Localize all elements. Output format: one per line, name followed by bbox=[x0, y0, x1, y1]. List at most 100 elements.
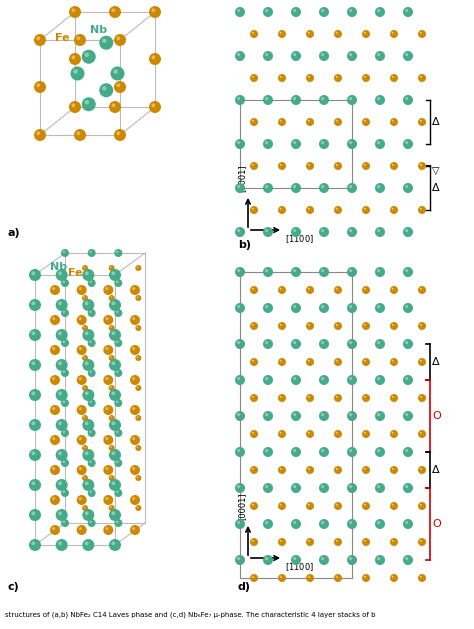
Circle shape bbox=[105, 407, 109, 410]
Circle shape bbox=[110, 506, 112, 508]
Circle shape bbox=[235, 183, 245, 193]
Circle shape bbox=[278, 286, 286, 294]
Circle shape bbox=[83, 476, 85, 478]
Circle shape bbox=[89, 401, 92, 403]
Circle shape bbox=[392, 431, 394, 434]
Circle shape bbox=[278, 358, 286, 366]
Text: Nb: Nb bbox=[90, 25, 107, 35]
Circle shape bbox=[111, 452, 115, 455]
Circle shape bbox=[306, 430, 314, 438]
Circle shape bbox=[362, 574, 370, 582]
Circle shape bbox=[111, 421, 115, 425]
Circle shape bbox=[77, 525, 87, 535]
Circle shape bbox=[102, 86, 107, 91]
Circle shape bbox=[347, 339, 357, 349]
Circle shape bbox=[362, 74, 370, 82]
Circle shape bbox=[83, 446, 85, 448]
Circle shape bbox=[50, 285, 60, 295]
Circle shape bbox=[61, 459, 69, 467]
Circle shape bbox=[347, 555, 357, 565]
Circle shape bbox=[278, 30, 286, 38]
Circle shape bbox=[82, 505, 88, 511]
Circle shape bbox=[278, 394, 286, 402]
Text: c): c) bbox=[8, 582, 20, 592]
Circle shape bbox=[403, 375, 413, 385]
Circle shape bbox=[237, 377, 240, 380]
Circle shape bbox=[82, 50, 96, 64]
Circle shape bbox=[85, 542, 89, 545]
Circle shape bbox=[334, 358, 342, 366]
Circle shape bbox=[29, 479, 41, 491]
Text: Nb: Nb bbox=[50, 262, 67, 272]
Circle shape bbox=[116, 370, 118, 373]
Circle shape bbox=[72, 8, 75, 12]
Circle shape bbox=[278, 538, 286, 546]
Circle shape bbox=[252, 208, 254, 210]
Circle shape bbox=[278, 430, 286, 438]
Circle shape bbox=[63, 370, 65, 373]
Circle shape bbox=[252, 576, 254, 578]
Circle shape bbox=[250, 430, 258, 438]
Circle shape bbox=[252, 431, 254, 434]
Circle shape bbox=[116, 250, 118, 253]
Circle shape bbox=[418, 394, 426, 402]
Circle shape bbox=[250, 30, 258, 38]
Circle shape bbox=[105, 437, 109, 440]
Circle shape bbox=[419, 75, 422, 78]
Circle shape bbox=[83, 296, 85, 298]
Circle shape bbox=[291, 483, 301, 493]
Circle shape bbox=[50, 315, 60, 325]
Circle shape bbox=[85, 452, 89, 455]
Circle shape bbox=[82, 479, 94, 491]
Circle shape bbox=[349, 413, 352, 416]
Circle shape bbox=[250, 538, 258, 546]
Circle shape bbox=[34, 129, 46, 141]
Circle shape bbox=[265, 377, 268, 380]
Circle shape bbox=[29, 389, 41, 401]
Circle shape bbox=[58, 481, 62, 485]
Circle shape bbox=[109, 325, 115, 331]
Circle shape bbox=[390, 394, 398, 402]
Circle shape bbox=[58, 421, 62, 425]
Circle shape bbox=[321, 269, 324, 272]
Circle shape bbox=[364, 396, 366, 398]
Circle shape bbox=[85, 362, 89, 365]
Circle shape bbox=[278, 502, 286, 510]
Circle shape bbox=[136, 445, 141, 451]
Circle shape bbox=[250, 74, 258, 82]
Circle shape bbox=[362, 322, 370, 330]
Circle shape bbox=[405, 9, 408, 12]
Circle shape bbox=[319, 95, 329, 105]
Circle shape bbox=[291, 227, 301, 237]
Circle shape bbox=[109, 101, 121, 113]
Circle shape bbox=[110, 266, 112, 268]
Circle shape bbox=[375, 51, 385, 61]
Circle shape bbox=[419, 576, 422, 578]
Circle shape bbox=[77, 465, 87, 475]
Circle shape bbox=[109, 265, 115, 271]
Circle shape bbox=[110, 67, 125, 81]
Circle shape bbox=[375, 7, 385, 17]
Circle shape bbox=[77, 405, 87, 415]
Circle shape bbox=[392, 540, 394, 542]
Circle shape bbox=[114, 129, 126, 141]
Circle shape bbox=[392, 360, 394, 362]
Circle shape bbox=[31, 481, 35, 485]
Circle shape bbox=[278, 74, 286, 82]
Circle shape bbox=[58, 391, 62, 395]
Circle shape bbox=[63, 491, 65, 493]
Circle shape bbox=[403, 303, 413, 313]
Circle shape bbox=[69, 6, 81, 18]
Circle shape bbox=[109, 295, 115, 301]
Circle shape bbox=[116, 521, 118, 523]
Circle shape bbox=[364, 360, 366, 362]
Circle shape bbox=[117, 131, 120, 135]
Circle shape bbox=[362, 502, 370, 510]
Circle shape bbox=[77, 345, 87, 355]
Circle shape bbox=[306, 358, 314, 366]
Circle shape bbox=[237, 229, 240, 232]
Circle shape bbox=[252, 120, 254, 122]
Circle shape bbox=[319, 7, 329, 17]
Circle shape bbox=[392, 287, 394, 290]
Circle shape bbox=[252, 287, 254, 290]
